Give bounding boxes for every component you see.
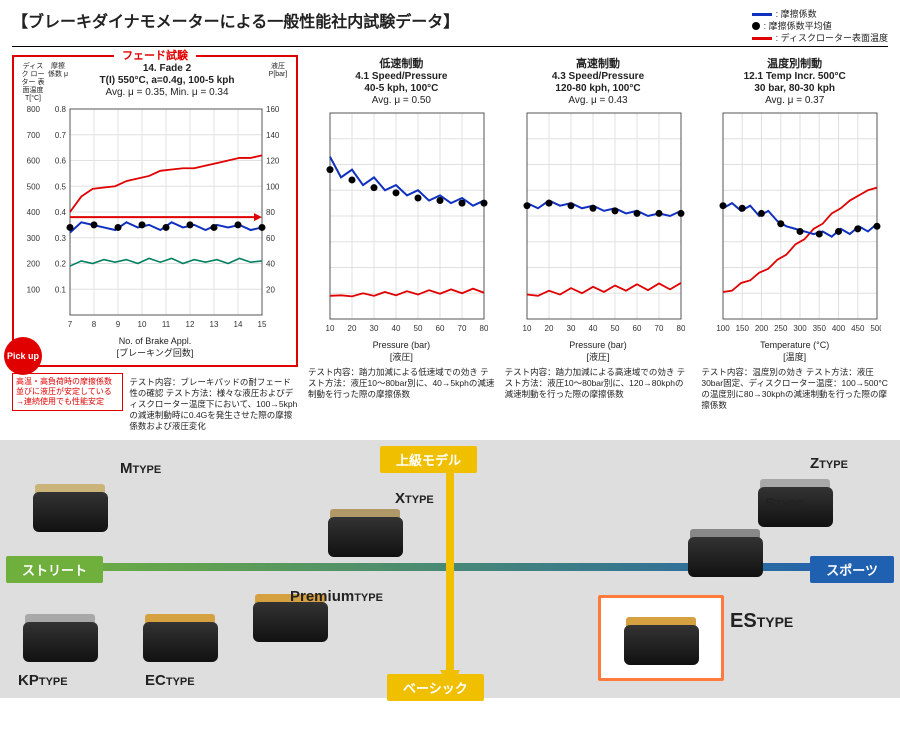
- svg-text:0.2: 0.2: [55, 260, 67, 269]
- type-premium: PremiumTYPE: [290, 588, 383, 605]
- svg-text:600: 600: [27, 157, 41, 166]
- legend: : 摩擦係数 : 摩擦係数平均値 : ディスクローター表面温度: [752, 8, 888, 44]
- svg-text:200: 200: [755, 324, 769, 333]
- svg-text:250: 250: [774, 324, 788, 333]
- svg-text:60: 60: [266, 234, 275, 243]
- svg-text:40: 40: [266, 260, 275, 269]
- svg-text:11: 11: [162, 320, 171, 329]
- svg-text:40: 40: [392, 324, 401, 333]
- svg-text:20: 20: [348, 324, 357, 333]
- type-m: MTYPE: [120, 460, 161, 477]
- svg-text:0.1: 0.1: [55, 285, 67, 294]
- svg-text:500: 500: [27, 182, 41, 191]
- svg-text:30: 30: [566, 324, 575, 333]
- svg-text:50: 50: [414, 324, 423, 333]
- tag-top: 上級モデル: [380, 446, 477, 473]
- svg-text:70: 70: [458, 324, 467, 333]
- svg-text:500: 500: [871, 324, 882, 333]
- svg-text:0.5: 0.5: [55, 182, 67, 191]
- svg-text:20: 20: [266, 285, 275, 294]
- note-2: テスト内容：踏力加減による低速域での効き テスト方法：液圧10〜80bar別に、…: [308, 367, 495, 400]
- svg-text:80: 80: [480, 324, 488, 333]
- note-red: 高温・高負荷時の摩擦係数並びに液圧が安定している→連続使用でも性能安定: [12, 373, 123, 411]
- svg-text:100: 100: [266, 182, 280, 191]
- page-title: 【ブレーキダイナモメーターによる一般性能社内試験データ】: [12, 8, 459, 32]
- type-es: ESTYPE: [730, 610, 793, 633]
- pad-s: [680, 525, 770, 580]
- svg-text:0.3: 0.3: [55, 234, 67, 243]
- svg-text:100: 100: [27, 285, 41, 294]
- svg-text:60: 60: [436, 324, 445, 333]
- svg-text:30: 30: [370, 324, 379, 333]
- product-grid: 上級モデル ストリート スポーツ ベーシック MTYPE ZTYPE XTYPE…: [0, 440, 900, 698]
- type-z: ZTYPE: [810, 455, 848, 472]
- svg-text:9: 9: [116, 320, 121, 329]
- svg-text:0.8: 0.8: [55, 105, 67, 114]
- svg-text:80: 80: [676, 324, 684, 333]
- type-s: STYPE: [765, 495, 804, 512]
- svg-text:80: 80: [266, 208, 275, 217]
- chart-fade: フェード試験 ディスク ローター 表面温度 T[°C] 摩擦係数 μ 14. F…: [12, 55, 298, 432]
- svg-text:800: 800: [27, 105, 41, 114]
- svg-text:300: 300: [794, 324, 808, 333]
- tag-right: スポーツ: [810, 556, 894, 583]
- svg-text:50: 50: [610, 324, 619, 333]
- chart-temp: 温度別制動 12.1 Temp Incr. 500°C 30 bar, 80-3…: [701, 55, 888, 432]
- svg-text:8: 8: [92, 320, 97, 329]
- tag-bottom: ベーシック: [387, 674, 484, 701]
- svg-text:7: 7: [68, 320, 73, 329]
- svg-text:0.7: 0.7: [55, 131, 67, 140]
- pad-m: [25, 480, 115, 535]
- svg-text:350: 350: [813, 324, 827, 333]
- svg-text:0.4: 0.4: [55, 208, 67, 217]
- note-3: テスト内容：踏力加減による高速域での効き テスト方法：液圧10〜80bar別に、…: [505, 367, 692, 400]
- chart-low-speed: 低速制動 4.1 Speed/Pressure 40-5 kph, 100°C …: [308, 55, 495, 432]
- svg-text:13: 13: [210, 320, 219, 329]
- svg-text:400: 400: [27, 208, 41, 217]
- svg-text:700: 700: [27, 131, 41, 140]
- svg-text:10: 10: [138, 320, 147, 329]
- svg-text:15: 15: [258, 320, 267, 329]
- svg-text:100: 100: [717, 324, 731, 333]
- note-4: テスト内容：温度別の効き テスト方法：液圧30bar固定、ディスクローター温度：…: [701, 367, 888, 411]
- svg-text:0.6: 0.6: [55, 157, 67, 166]
- chart-high-speed: 高速制動 4.3 Speed/Pressure 120-80 kph, 100°…: [505, 55, 692, 432]
- svg-text:10: 10: [326, 324, 335, 333]
- svg-text:300: 300: [27, 234, 41, 243]
- pad-ec: [135, 610, 225, 665]
- pickup-badge: Pick up: [4, 337, 42, 375]
- note-1: テスト内容：ブレーキパッドの耐フェード性の確認 テスト方法：様々な液圧およびディ…: [129, 377, 298, 432]
- svg-text:70: 70: [654, 324, 663, 333]
- svg-text:10: 10: [522, 324, 531, 333]
- svg-text:450: 450: [851, 324, 865, 333]
- svg-text:60: 60: [632, 324, 641, 333]
- svg-text:120: 120: [266, 157, 280, 166]
- tag-left: ストリート: [6, 556, 103, 583]
- pad-x: [320, 505, 410, 560]
- svg-text:160: 160: [266, 105, 280, 114]
- svg-text:20: 20: [544, 324, 553, 333]
- svg-text:150: 150: [736, 324, 750, 333]
- svg-text:140: 140: [266, 131, 280, 140]
- type-ec: ECTYPE: [145, 672, 195, 689]
- svg-text:400: 400: [832, 324, 846, 333]
- svg-text:200: 200: [27, 260, 41, 269]
- svg-text:14: 14: [234, 320, 243, 329]
- pad-es-box: [598, 595, 724, 681]
- svg-text:40: 40: [588, 324, 597, 333]
- pad-kp: [15, 610, 105, 665]
- type-kp: KPTYPE: [18, 672, 68, 689]
- type-x: XTYPE: [395, 490, 434, 507]
- svg-text:12: 12: [186, 320, 195, 329]
